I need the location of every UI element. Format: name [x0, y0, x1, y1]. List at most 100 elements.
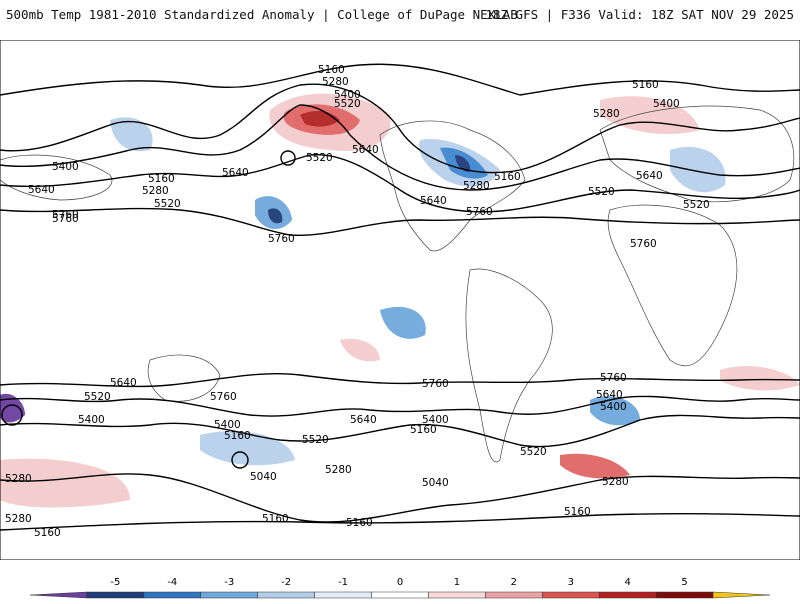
colorbar-tick-label: 1 — [454, 577, 460, 588]
contour-labels: 5160 5280 5400 5520 5640 5760 5160 5280 … — [5, 64, 710, 539]
asia-east-outline — [0, 154, 113, 201]
colorbar-swatch — [257, 591, 315, 599]
warm-anomaly-indian-ocean — [720, 365, 800, 391]
contour-line — [0, 395, 800, 417]
contour-label: 5760 — [466, 206, 493, 218]
contour-label: 5040 — [250, 471, 277, 483]
warm-anomaly-equatorial — [340, 338, 380, 362]
cool-anomaly-europe — [670, 146, 726, 193]
contour-label: 5520 — [154, 198, 181, 210]
contour-label: 5520 — [588, 186, 615, 198]
contour-label: 5520 — [520, 446, 547, 458]
warm-anomaly-south-pacific — [0, 458, 130, 508]
contour-label: 5160 — [564, 506, 591, 518]
colorbar-swatch — [314, 591, 372, 599]
contour-label: 5160 — [494, 171, 521, 183]
north-america-outline — [379, 120, 526, 252]
high-center-contour — [280, 150, 296, 166]
colorbar-swatch — [598, 591, 657, 599]
africa-outline — [607, 204, 738, 367]
contour-line — [0, 473, 800, 523]
contour-line — [0, 207, 800, 237]
colorbar-swatch — [712, 591, 771, 599]
colorbar-tick-label: 4 — [625, 577, 631, 588]
colorbar-tick-label: 5 — [681, 577, 687, 588]
anomaly-map[interactable]: 5160 5280 5400 5520 5640 5760 5160 5280 … — [0, 40, 800, 560]
colorbar-tick-label: 2 — [511, 577, 517, 588]
contour-label: 5520 — [334, 98, 361, 110]
colorbar-tick-label: -2 — [281, 577, 291, 588]
contour-label: 5280 — [325, 464, 352, 476]
cool-anomaly-south-atlantic — [590, 396, 640, 426]
contour-label: 5640 — [28, 184, 55, 196]
contour-label: 5640 — [350, 414, 377, 426]
contour-label: 5760 — [422, 378, 449, 390]
contour-label: 5640 — [110, 377, 137, 389]
contour-label: 5280 — [602, 476, 629, 488]
contour-label: 5160 — [318, 64, 345, 76]
colorbar-tick-label: 0 — [397, 577, 403, 588]
contour-label: 5760 — [52, 213, 79, 225]
colorbar-swatch — [29, 591, 88, 599]
contour-label: 5760 — [210, 391, 237, 403]
contour-line — [0, 83, 800, 174]
cold-anomaly-pacific-core — [268, 208, 283, 224]
contour-label: 5520 — [302, 434, 329, 446]
contour-line — [0, 104, 800, 191]
warm-anomaly-south-atlantic — [560, 453, 630, 479]
contour-label: 5400 — [214, 419, 241, 431]
contour-label: 5520 — [306, 152, 333, 164]
eurasia-outline — [599, 105, 794, 203]
model-run-info: 18Z GFS | F336 Valid: 18Z SAT NOV 29 202… — [485, 7, 794, 22]
contour-label: 5400 — [422, 414, 449, 426]
colorbar-canvas: -5 -4 -3 -2 -1 0 1 2 3 4 5 — [29, 577, 771, 599]
contour-label: 5160 — [346, 517, 373, 529]
contour-label: 5400 — [600, 401, 627, 413]
contour-label: 5400 — [653, 98, 680, 110]
colorbar-swatch — [428, 591, 486, 599]
colorbar-swatch — [371, 591, 429, 599]
contour-label: 5160 — [632, 79, 659, 91]
contour-label: 5160 — [148, 173, 175, 185]
low-center-contour — [231, 451, 249, 469]
contour-label: 5760 — [268, 233, 295, 245]
contour-label: 5160 — [224, 430, 251, 442]
contour-line — [0, 63, 800, 96]
contour-label: 5520 — [683, 199, 710, 211]
colorbar-tick-label: -5 — [110, 577, 120, 588]
contour-label: 5640 — [352, 144, 379, 156]
cold-anomaly-southern — [0, 393, 25, 423]
contour-label: 5040 — [422, 477, 449, 489]
contour-label: 5280 — [5, 473, 32, 485]
contour-line — [0, 414, 800, 448]
contour-label: 5640 — [636, 170, 663, 182]
contour-label: 5280 — [593, 108, 620, 120]
contour-label: 5160 — [34, 527, 61, 539]
contour-line — [0, 153, 800, 213]
anomaly-shading — [0, 93, 800, 508]
cool-anomaly-tropics — [380, 306, 426, 339]
contour-label: 5400 — [334, 89, 361, 101]
contour-label: 5280 — [463, 180, 490, 192]
contour-label: 5760 — [600, 372, 627, 384]
contour-line — [0, 372, 800, 388]
colorbar-ticks: -5 -4 -3 -2 -1 0 1 2 3 4 5 — [110, 577, 687, 588]
contour-label: 5400 — [78, 414, 105, 426]
colorbar-tick-label: 3 — [568, 577, 574, 588]
colorbar-swatch — [86, 591, 145, 599]
contour-label: 5640 — [420, 195, 447, 207]
cold-anomaly-core — [455, 155, 471, 172]
colorbar-swatch — [200, 591, 258, 599]
contour-label: 5520 — [84, 391, 111, 403]
contour-label: 5400 — [52, 161, 79, 173]
contour-label: 5280 — [5, 513, 32, 525]
contour-label: 5640 — [596, 389, 623, 401]
contour-label: 5640 — [222, 167, 249, 179]
map-canvas: 5160 5280 5400 5520 5640 5760 5160 5280 … — [0, 40, 800, 560]
height-contours — [0, 63, 800, 531]
colorbar-swatch — [655, 591, 714, 599]
contour-label: 5280 — [142, 185, 169, 197]
contour-line — [0, 513, 800, 531]
colorbar-swatch — [143, 591, 202, 599]
contour-label: 5760 — [52, 209, 79, 221]
